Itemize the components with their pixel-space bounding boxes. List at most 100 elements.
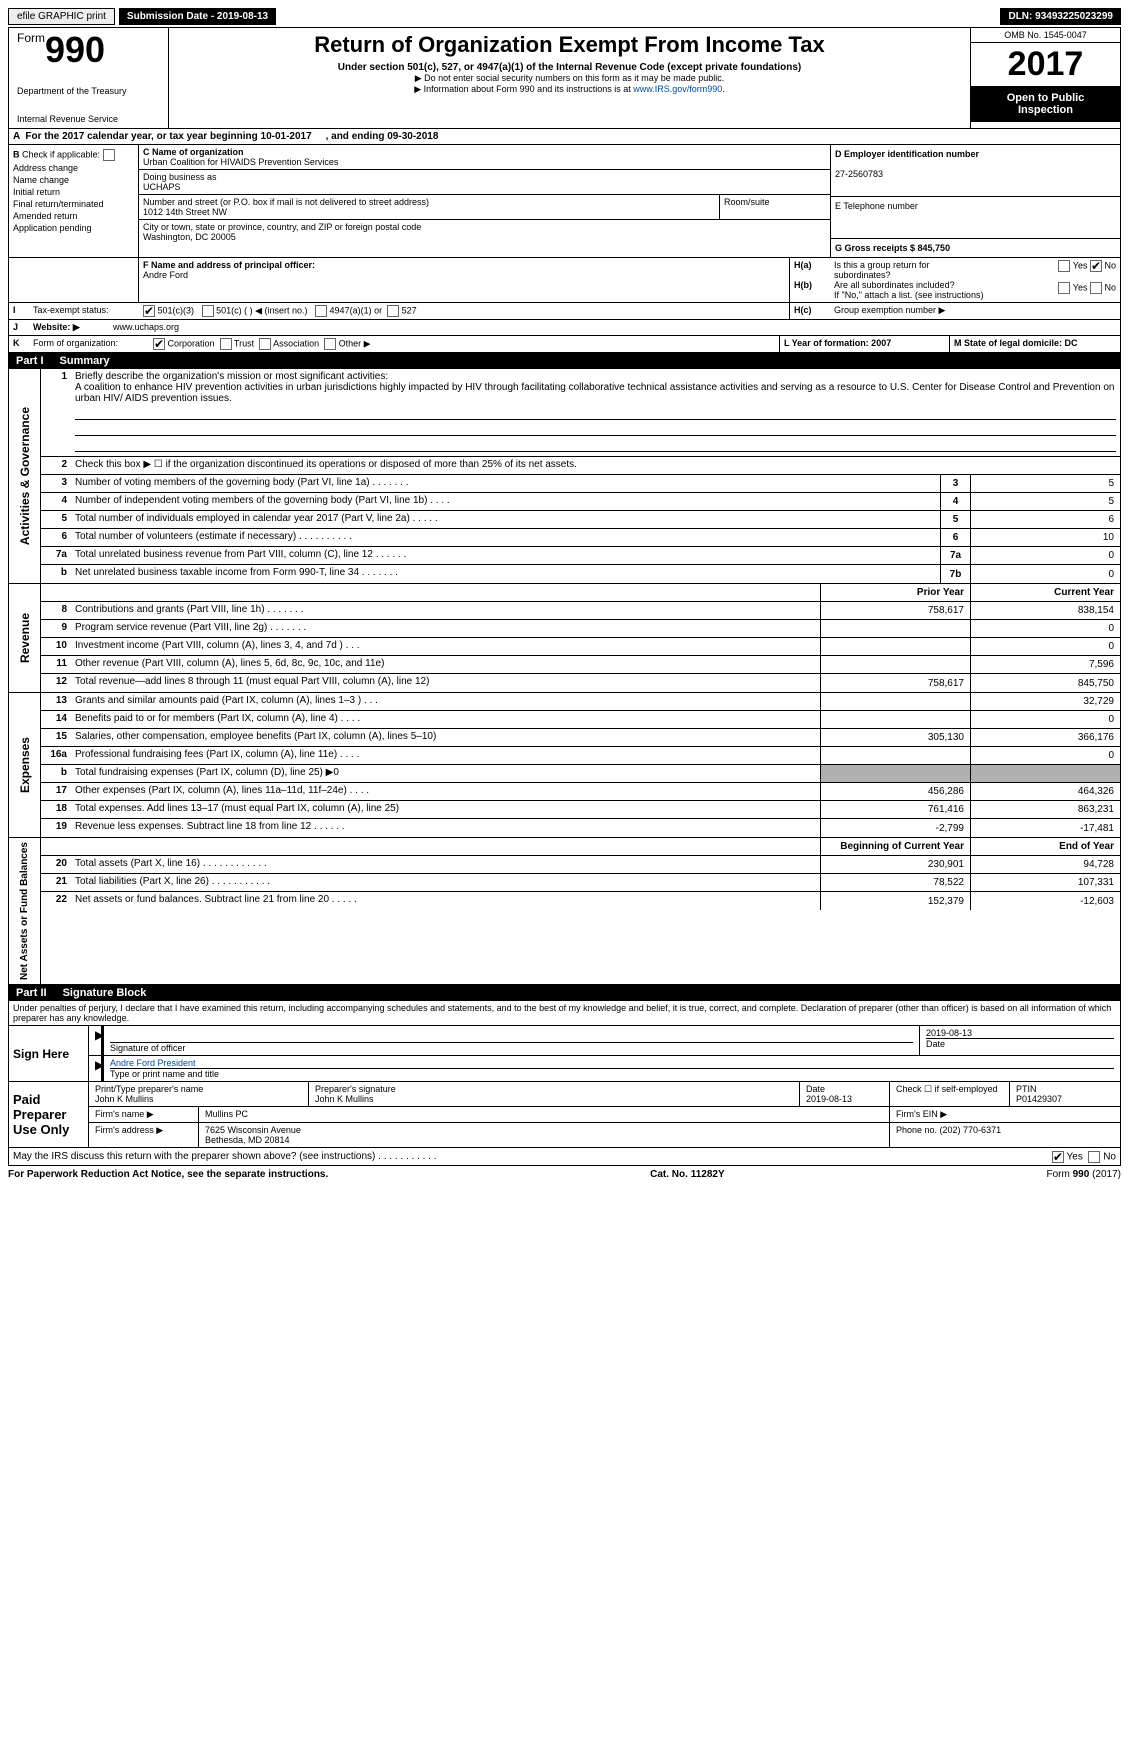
firm-ein: Firm's EIN ▶ [890, 1107, 1120, 1122]
omb: OMB No. 1545-0047 [971, 28, 1120, 43]
efile-btn[interactable]: efile GRAPHIC print [8, 8, 115, 25]
current-val: 0 [970, 747, 1120, 764]
b-item[interactable]: Final return/terminated [13, 199, 134, 209]
form-subtitle: Under section 501(c), 527, or 4947(a)(1)… [173, 62, 966, 73]
eoy-hdr: End of Year [970, 838, 1120, 855]
irs-yes[interactable] [1052, 1151, 1064, 1163]
f-lbl: F Name and address of principal officer: [143, 260, 315, 270]
org-name: Urban Coalition for HIVAIDS Prevention S… [143, 157, 338, 167]
line-text: Net unrelated business taxable income fr… [71, 565, 940, 583]
section-bcde: B Check if applicable: Address change Na… [8, 145, 1121, 258]
sig-date: 2019-08-13 [926, 1028, 972, 1038]
boy-hdr: Beginning of Current Year [820, 838, 970, 855]
c-name-lbl: C Name of organization [143, 147, 826, 157]
netassets-section: Net Assets or Fund Balances Beginning of… [8, 838, 1121, 985]
line-val: 5 [970, 475, 1120, 492]
ha-no[interactable]: No [1104, 260, 1116, 270]
b-item[interactable]: Name change [13, 175, 134, 185]
sig-officer-lbl: Signature of officer [110, 1042, 913, 1053]
line-text: Total revenue—add lines 8 through 11 (mu… [71, 674, 820, 692]
expenses-section: Expenses 13Grants and similar amounts pa… [8, 693, 1121, 838]
line-text: Total unrelated business revenue from Pa… [71, 547, 940, 564]
m-state: M State of legal domicile: DC [950, 336, 1120, 352]
ptin: P01429307 [1016, 1094, 1062, 1104]
firm-name: Mullins PC [199, 1107, 890, 1122]
prior-val: 758,617 [820, 674, 970, 692]
addr-lbl: Number and street (or P.O. box if mail i… [143, 197, 715, 207]
website[interactable]: www.uchaps.org [109, 320, 1120, 335]
current-val: 7,596 [970, 656, 1120, 673]
prior-val: 761,416 [820, 801, 970, 818]
firm-addr1: 7625 Wisconsin Avenue [205, 1125, 301, 1135]
line-text: Total expenses. Add lines 13–17 (must eq… [71, 801, 820, 818]
city-lbl: City or town, state or province, country… [143, 222, 826, 232]
line-box: 3 [940, 475, 970, 492]
b-item[interactable]: Amended return [13, 211, 134, 221]
prior-val [820, 711, 970, 728]
tax-year: 2017 [971, 43, 1120, 86]
line-val: 0 [970, 565, 1120, 583]
line-text: Other expenses (Part IX, column (A), lin… [71, 783, 820, 800]
line-text: Other revenue (Part VIII, column (A), li… [71, 656, 820, 673]
line-text: Total number of individuals employed in … [71, 511, 940, 528]
line-text: Total fundraising expenses (Part IX, col… [71, 765, 820, 782]
501c3-check[interactable] [143, 305, 155, 317]
governance-section: Activities & Governance 1Briefly describ… [8, 369, 1121, 584]
part1-header: Part ISummary [8, 353, 1121, 369]
prior-val: 758,617 [820, 602, 970, 619]
dept1: Department of the Treasury [17, 86, 160, 96]
b-item[interactable]: Address change [13, 163, 134, 173]
sign-here-block: Sign Here ▶ Signature of officer 2019-08… [8, 1026, 1121, 1082]
ha-text: Is this a group return for [834, 260, 930, 270]
line-text: Total number of volunteers (estimate if … [71, 529, 940, 546]
current-val: 94,728 [970, 856, 1120, 873]
line-val: 6 [970, 511, 1120, 528]
line-text: Program service revenue (Part VIII, line… [71, 620, 820, 637]
dept2: Internal Revenue Service [17, 114, 160, 124]
b-item[interactable]: Initial return [13, 187, 134, 197]
sign-here: Sign Here [9, 1026, 89, 1081]
prior-val [820, 765, 970, 782]
line-val: 10 [970, 529, 1120, 546]
j-lbl: Website: ▶ [29, 320, 109, 335]
prior-year-hdr: Prior Year [820, 584, 970, 601]
line-text: Investment income (Part VIII, column (A)… [71, 638, 820, 655]
submission-date: Submission Date - 2019-08-13 [119, 8, 276, 25]
irs-discuss: May the IRS discuss this return with the… [8, 1148, 1121, 1166]
paid-preparer: Paid Preparer Use Only [9, 1082, 89, 1147]
exp-side: Expenses [16, 733, 34, 797]
form-title: Return of Organization Exempt From Incom… [173, 32, 966, 58]
irs-link[interactable]: www.IRS.gov/form990 [633, 84, 722, 94]
line-text: Contributions and grants (Part VIII, lin… [71, 602, 820, 619]
prior-val: 78,522 [820, 874, 970, 891]
hb-text: Are all subordinates included? [834, 280, 955, 290]
officer-name[interactable]: Andre Ford President [110, 1058, 196, 1068]
corp-check[interactable] [153, 338, 165, 350]
k-lbl: Form of organization: [29, 336, 149, 352]
current-val: 366,176 [970, 729, 1120, 746]
line-text: Net assets or fund balances. Subtract li… [71, 892, 820, 910]
b-item[interactable]: Application pending [13, 223, 134, 233]
i-lbl: Tax-exempt status: [29, 303, 139, 319]
current-val [970, 765, 1120, 782]
paid-preparer-block: Paid Preparer Use Only Print/Type prepar… [8, 1082, 1121, 1148]
ein: 27-2560783 [835, 169, 883, 179]
mission: A coalition to enhance HIV prevention ac… [75, 382, 1114, 404]
footer: For Paperwork Reduction Act Notice, see … [8, 1166, 1121, 1183]
row-fh: F Name and address of principal officer:… [8, 258, 1121, 303]
line-val: 0 [970, 547, 1120, 564]
e-lbl: E Telephone number [831, 197, 1120, 239]
address: 1012 14th Street NW [143, 207, 227, 217]
b-header: B Check if applicable: [13, 149, 134, 161]
current-val: 107,331 [970, 874, 1120, 891]
current-val: 0 [970, 620, 1120, 637]
prep-name: John K Mullins [95, 1094, 154, 1104]
self-emp[interactable]: Check ☐ if self-employed [890, 1082, 1010, 1106]
line-box: 7a [940, 547, 970, 564]
d-lbl: D Employer identification number [835, 149, 979, 159]
rev-side: Revenue [16, 609, 34, 667]
penalties: Under penalties of perjury, I declare th… [8, 1001, 1121, 1026]
l2: Check this box ▶ ☐ if the organization d… [71, 457, 1120, 474]
net-side: Net Assets or Fund Balances [17, 838, 32, 984]
dba: UCHAPS [143, 182, 181, 192]
